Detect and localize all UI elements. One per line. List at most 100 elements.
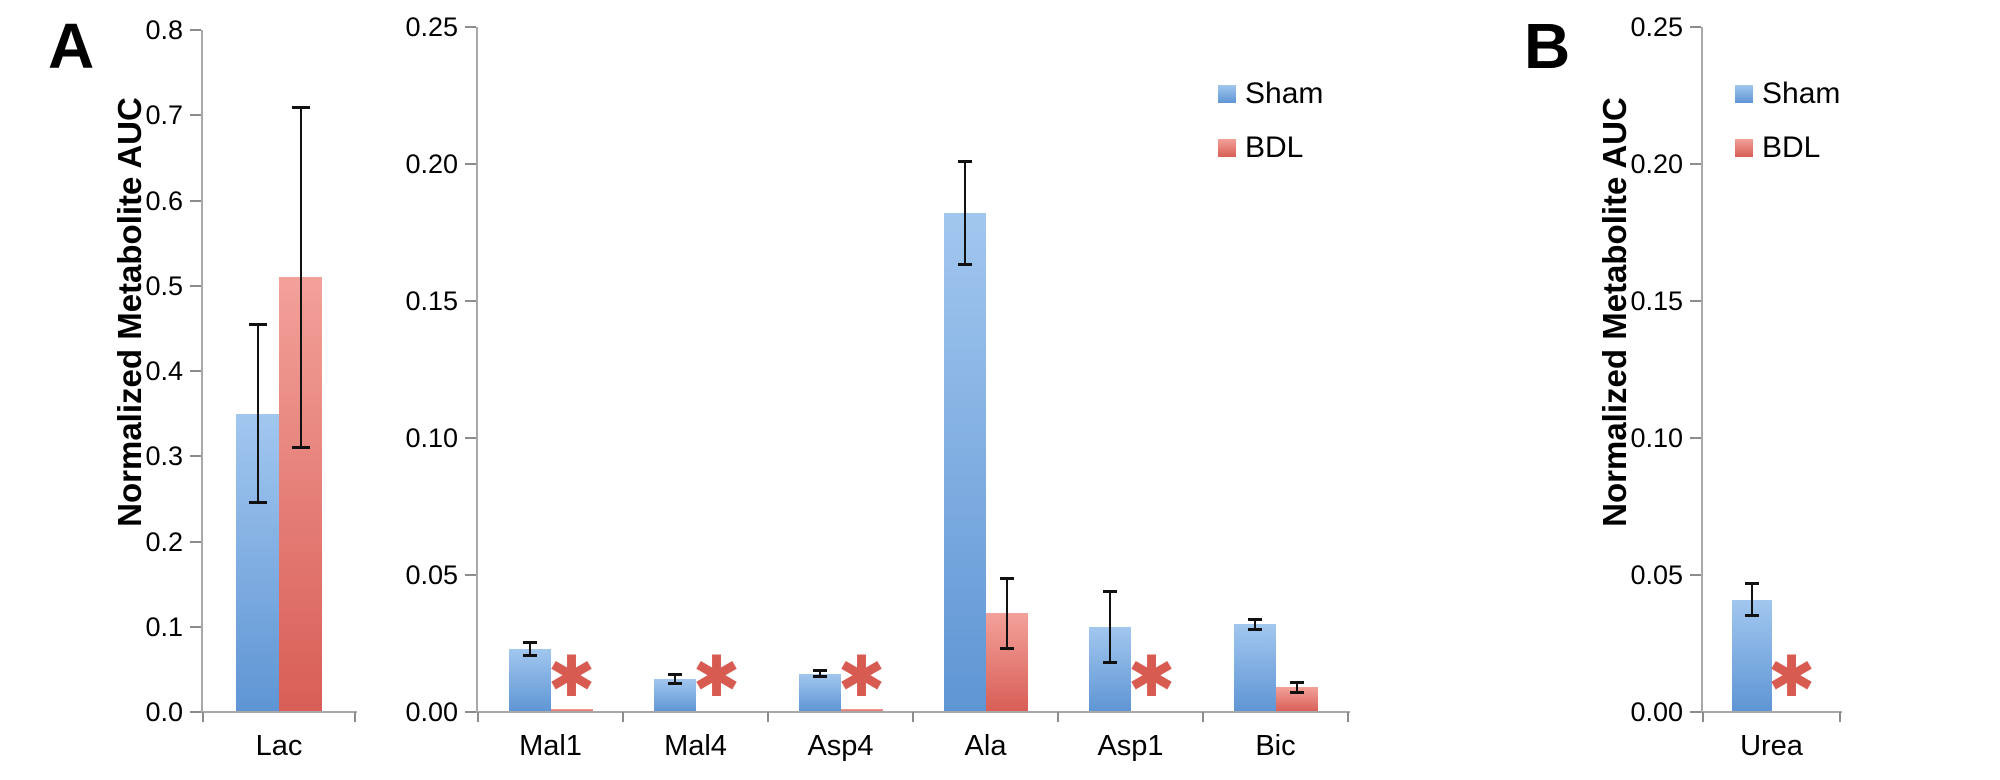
error-bar-sham-lac — [256, 324, 259, 504]
error-bar-sham-ala — [963, 161, 966, 266]
sham-legend-label: Sham — [1762, 77, 1841, 110]
y-tick-mark — [190, 370, 201, 372]
error-bar-cap-bottom — [667, 682, 682, 686]
error-bar-cap-bottom — [1102, 660, 1117, 664]
y-tick-mark — [465, 574, 476, 576]
significance-asterisk-mal1: ✱ — [547, 645, 596, 709]
y-tick-mark — [190, 199, 201, 202]
error-bar-cap-bottom — [1289, 690, 1304, 694]
y-tick-mark — [190, 625, 201, 628]
error-bar-cap-top — [812, 669, 827, 673]
y-tick-mark — [190, 114, 201, 117]
error-bar-sham-bic — [1253, 618, 1256, 630]
x-category-label: Mal1 — [519, 730, 582, 762]
significance-asterisk-mal4: ✱ — [692, 645, 741, 709]
y-axis-line — [201, 30, 203, 712]
bar-sham-bic — [1233, 624, 1276, 712]
error-bar-cap-bottom — [1247, 627, 1262, 631]
y-tick-label: 0.25 — [1630, 12, 1683, 42]
bar-sham-mal1 — [508, 648, 551, 712]
bdl-legend-label: BDL — [1762, 131, 1821, 164]
error-bar-bdl-bic — [1295, 681, 1298, 693]
error-bar-sham-mal1 — [528, 642, 531, 656]
sham-legend-swatch — [1735, 85, 1753, 103]
error-bar-cap-top — [957, 160, 972, 164]
x-tick-mark — [1702, 712, 1704, 722]
y-tick-mark — [465, 711, 476, 713]
x-category-label: Urea — [1740, 730, 1803, 762]
error-bar-cap-top — [522, 641, 537, 645]
x-tick-mark — [1839, 712, 1841, 722]
error-bar-cap-top — [1744, 582, 1759, 586]
y-tick-mark — [465, 437, 476, 439]
y-tick-label: 0.15 — [405, 286, 458, 316]
bar-bdl-asp4 — [840, 709, 883, 712]
significance-asterisk-urea: ✱ — [1767, 645, 1816, 709]
error-bar-cap-top — [1289, 680, 1304, 684]
error-bar-cap-top — [999, 576, 1014, 580]
error-bar-cap-top — [291, 105, 310, 109]
error-bar-cap-bottom — [248, 501, 267, 505]
error-bar-cap-bottom — [1744, 614, 1759, 618]
sham-legend-label: Sham — [1245, 77, 1324, 110]
significance-asterisk-asp4: ✱ — [837, 645, 886, 709]
y-tick-label: 0.0 — [145, 697, 183, 727]
y-tick-mark — [465, 300, 476, 302]
x-tick-mark — [1057, 712, 1059, 722]
y-tick-mark — [1690, 26, 1701, 28]
bdl-legend-swatch — [1735, 139, 1753, 157]
x-tick-mark — [1202, 712, 1204, 722]
x-category-label: Asp1 — [1097, 730, 1164, 762]
x-category-label: Lac — [255, 730, 303, 762]
y-tick-mark — [465, 163, 476, 165]
error-bar-cap-top — [1247, 617, 1262, 621]
x-tick-mark — [767, 712, 769, 722]
bar-sham-ala — [943, 213, 986, 712]
x-axis-line — [1701, 711, 1842, 713]
error-bar-sham-urea — [1750, 583, 1753, 617]
x-axis-line — [201, 711, 357, 713]
error-bar-bdl-ala — [1005, 577, 1008, 649]
y-tick-label: 0.6 — [145, 185, 183, 216]
y-tick-mark — [1690, 711, 1701, 713]
x-tick-mark — [912, 712, 914, 722]
y-tick-label: 0.2 — [145, 526, 183, 557]
error-bar-cap-bottom — [522, 653, 537, 657]
error-bar-cap-bottom — [812, 675, 827, 679]
error-bar-cap-top — [667, 673, 682, 677]
y-tick-label: 0.05 — [405, 560, 458, 590]
error-bar-sham-mal4 — [673, 674, 676, 685]
error-bar-sham-asp4 — [818, 670, 821, 678]
y-tick-label: 0.20 — [1630, 149, 1683, 179]
x-tick-mark — [354, 712, 356, 722]
y-tick-label: 0.00 — [405, 697, 458, 727]
y-tick-label: 0.4 — [145, 356, 183, 386]
y-tick-label: 0.05 — [1630, 560, 1683, 590]
significance-asterisk-asp1: ✱ — [1127, 645, 1176, 709]
y-tick-mark — [190, 284, 201, 287]
y-tick-mark — [1690, 300, 1701, 302]
x-category-label: Ala — [964, 730, 1007, 762]
y-tick-mark — [190, 540, 201, 543]
x-category-label: Bic — [1255, 730, 1296, 762]
y-tick-label: 0.10 — [405, 423, 458, 453]
y-tick-mark — [1690, 437, 1701, 439]
sham-legend-swatch — [1218, 85, 1236, 103]
x-tick-mark — [477, 712, 479, 722]
y-tick-mark — [1690, 574, 1701, 576]
error-bar-cap-bottom — [291, 445, 310, 449]
error-bar-cap-bottom — [957, 263, 972, 267]
y-tick-mark — [465, 26, 476, 28]
error-bar-sham-asp1 — [1108, 591, 1111, 663]
y-tick-label: 0.8 — [145, 15, 183, 45]
x-tick-mark — [622, 712, 624, 722]
x-tick-mark — [202, 712, 204, 722]
bar-sham-urea — [1731, 599, 1772, 712]
error-bar-cap-bottom — [999, 646, 1014, 650]
y-tick-label: 0.00 — [1630, 697, 1683, 727]
error-bar-bdl-lac — [299, 106, 302, 448]
y-tick-mark — [190, 29, 201, 31]
y-tick-mark — [190, 711, 201, 713]
y-tick-mark — [1690, 163, 1701, 165]
